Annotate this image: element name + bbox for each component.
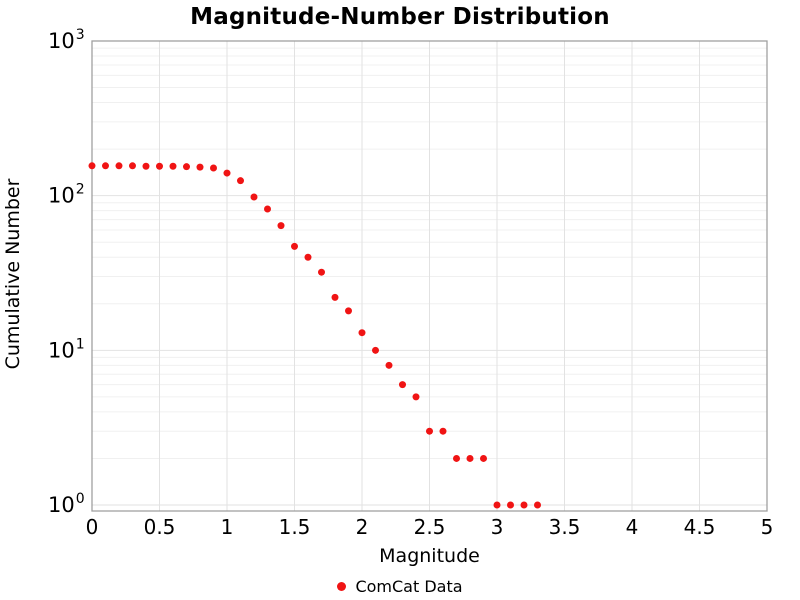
data-point [385, 361, 393, 369]
data-point [453, 454, 460, 462]
data-point [426, 427, 433, 435]
data-point [480, 454, 487, 462]
x-tick-label: 1 [221, 515, 234, 539]
data-point [183, 163, 190, 171]
legend-label: ComCat Data [355, 577, 463, 596]
x-tick-label: 4 [626, 515, 639, 539]
x-tick-label: 4.5 [684, 515, 716, 539]
y-axis-label: Cumulative Number [2, 178, 24, 370]
data-point [534, 501, 541, 509]
data-point [156, 162, 163, 170]
data-point [507, 501, 514, 509]
data-point [115, 162, 123, 170]
axis-frame [91, 40, 768, 512]
data-point [196, 163, 204, 171]
data-point [88, 162, 96, 170]
data-point [399, 381, 406, 389]
y-tick-label: 100 [48, 491, 85, 517]
data-point [520, 501, 528, 509]
data-point [102, 162, 109, 170]
data-point [318, 268, 325, 276]
x-tick-label: 2 [356, 515, 369, 539]
data-point [142, 162, 150, 170]
x-axis-label: Magnitude [379, 545, 480, 567]
data-point [304, 253, 312, 261]
data-point [358, 329, 366, 337]
legend-marker-icon [337, 582, 347, 591]
x-tick-label: 0.5 [144, 515, 176, 539]
y-tick-label: 102 [48, 182, 85, 208]
chart-title: Magnitude-Number Distribution [190, 4, 610, 30]
data-point [237, 177, 244, 185]
data-point [210, 164, 217, 172]
x-tick-label: 2.5 [414, 515, 446, 539]
data-point [264, 205, 271, 213]
data-point [291, 242, 298, 250]
x-tick-label: 3 [491, 515, 504, 539]
data-point [169, 162, 177, 170]
x-tick-label: 1.5 [279, 515, 311, 539]
data-point [493, 501, 501, 509]
data-point [331, 293, 339, 301]
data-point [372, 346, 379, 354]
data-point [250, 193, 258, 201]
data-point [412, 393, 420, 401]
y-tick-label: 101 [48, 336, 85, 362]
data-point [129, 162, 136, 170]
legend-entry: ComCat Data [337, 577, 463, 596]
x-tick-label: 5 [761, 515, 774, 539]
x-tick-label: 0 [86, 515, 99, 539]
y-tick-label: 103 [48, 27, 85, 53]
data-point [439, 427, 447, 435]
data-point [223, 169, 231, 177]
legend: ComCat Data [0, 576, 800, 596]
data-point [466, 454, 474, 462]
data-point [277, 222, 285, 230]
data-point [345, 307, 352, 315]
x-tick-label: 3.5 [549, 515, 581, 539]
